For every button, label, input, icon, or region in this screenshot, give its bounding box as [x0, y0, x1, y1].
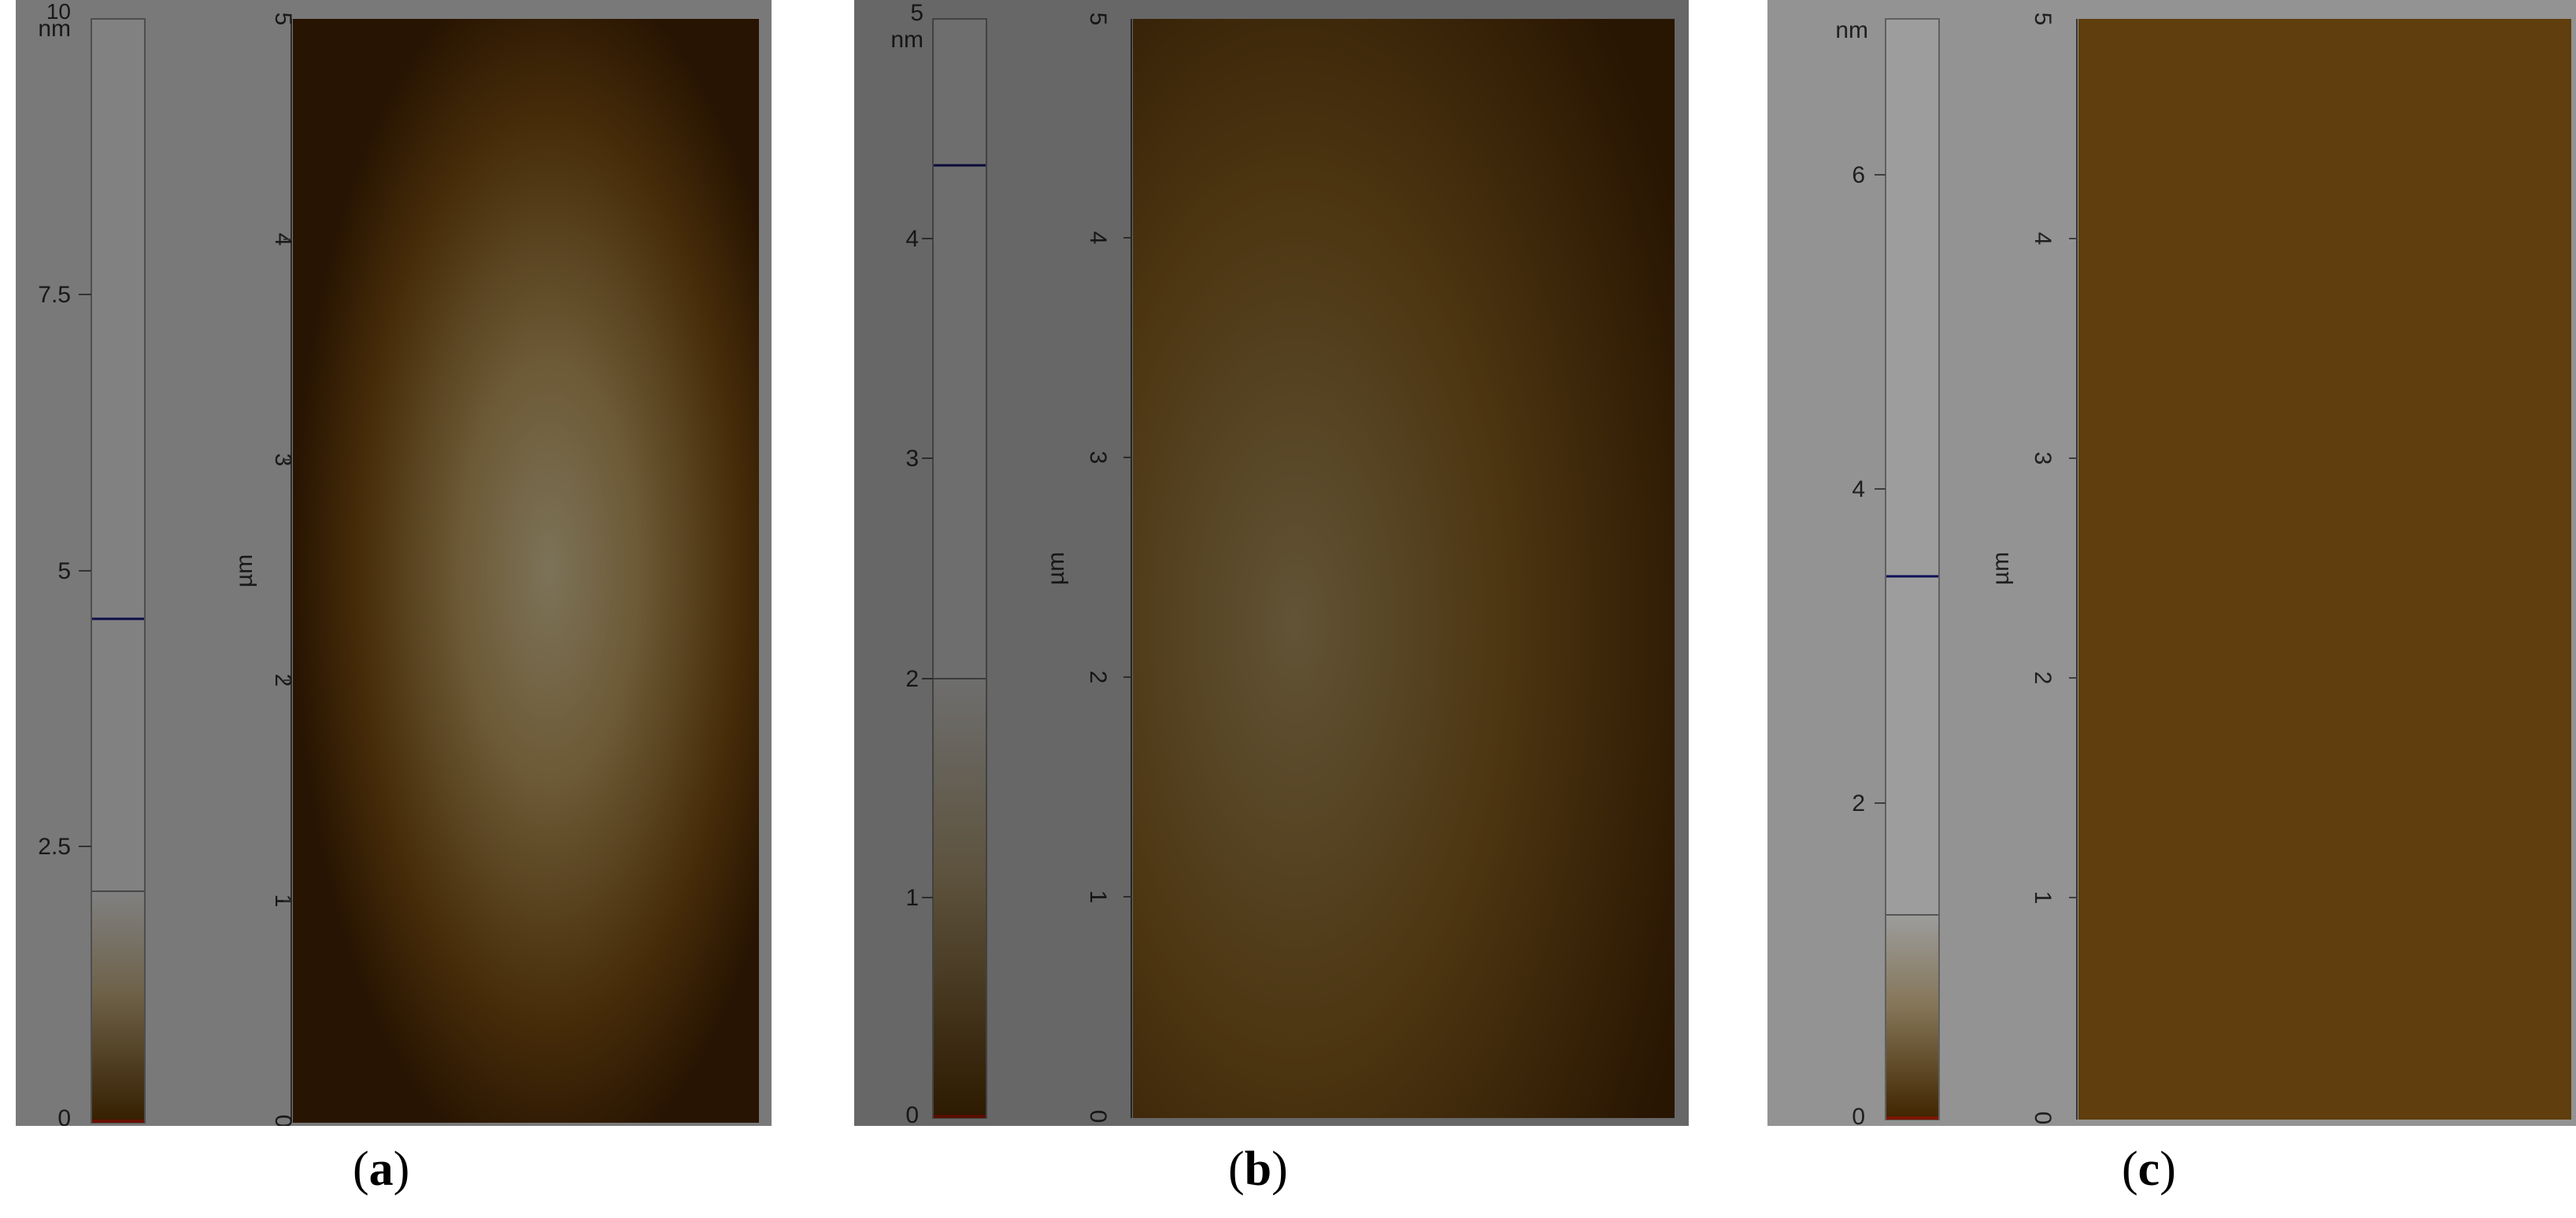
afm-height-map — [2078, 19, 2571, 1120]
axis-tick-label: 4 — [1085, 231, 1111, 245]
colorbar-tick-label: 4 — [905, 226, 919, 252]
colorbar — [932, 18, 987, 1119]
colorbar-tick-label: 10 — [46, 0, 71, 24]
axis-tick-label: 3 — [2030, 452, 2056, 465]
colorbar-tick-label: 0 — [905, 1102, 919, 1126]
caption-c: (c) — [2122, 1142, 2176, 1196]
colorbar-tick-label: 4 — [1852, 476, 1865, 502]
colorbar-ticks: 5 4 3 2 1 0 — [905, 0, 933, 1126]
axis-tick-label: 0 — [2030, 1112, 2056, 1125]
afm-height-map — [1133, 19, 1675, 1118]
axis-tick-label: 5 — [2030, 13, 2056, 26]
colorbar-unit: nm — [1835, 17, 1868, 43]
colorbar-tick-label: 1 — [905, 885, 919, 911]
colorbar-gradient — [1886, 915, 1938, 1118]
axis-tick-label: 3 — [270, 454, 296, 467]
axis-tick-label: 2 — [270, 674, 296, 687]
caption-letter: a — [368, 1142, 394, 1196]
panel-b-graphic: nm 5 4 3 2 1 0 0 1 2 3 4 5 — [854, 0, 1689, 1126]
colorbar — [1885, 18, 1940, 1120]
axis-tick-label: 2 — [2030, 672, 2056, 685]
axis-tick-label: 2 — [1085, 671, 1111, 684]
panel-a-graphic: nm 10 7.5 5 2.5 0 0 1 2 3 4 5 — [16, 0, 772, 1126]
caption-letter: b — [1244, 1142, 1272, 1196]
axis-unit: µm — [1043, 552, 1069, 585]
colorbar-tick-label: 5 — [57, 558, 71, 584]
colorbar-tick-label: 6 — [1852, 162, 1865, 188]
axis-tick-label: 1 — [270, 894, 296, 908]
panel-c-graphic: nm 6 4 2 0 0 1 2 3 4 5 µm — [1767, 0, 2576, 1126]
distance-axis: 0 1 2 3 4 5 µm — [1988, 13, 2078, 1125]
colorbar-unit: nm — [890, 27, 923, 53]
caption-a: (a) — [353, 1142, 410, 1196]
colorbar-tick-label: 0 — [1852, 1104, 1865, 1126]
caption-b: (b) — [1228, 1142, 1288, 1196]
axis-tick-label: 4 — [2030, 232, 2056, 246]
axis-tick-label: 5 — [1085, 13, 1111, 26]
colorbar-gradient — [92, 891, 144, 1122]
axis-tick-label: 3 — [1085, 451, 1111, 465]
colorbar-tick-label: 5 — [910, 0, 923, 26]
axis-tick-label: 1 — [1085, 890, 1111, 904]
axis-unit: µm — [1988, 552, 2014, 585]
colorbar-unit: nm — [38, 16, 71, 42]
colorbar-ticks: 10 7.5 5 2.5 0 — [38, 0, 91, 1126]
colorbar-tick-label: 2 — [1852, 790, 1865, 816]
axis-tick-label: 1 — [2030, 891, 2056, 905]
colorbar-gradient — [934, 679, 986, 1116]
axis-tick-label: 5 — [270, 13, 296, 26]
axis-unit: µm — [231, 554, 257, 587]
panel-c: nm 6 4 2 0 0 1 2 3 4 5 µm — [1767, 0, 2576, 1126]
colorbar-tick-label: 2 — [905, 666, 919, 692]
colorbar — [91, 18, 146, 1124]
distance-axis: 0 1 2 3 4 5 µm — [231, 13, 296, 1126]
colorbar-ticks: 6 4 2 0 — [1852, 162, 1886, 1126]
afm-height-map — [293, 19, 759, 1123]
colorbar-tick-label: 2.5 — [38, 834, 71, 860]
colorbar-tick-label: 0 — [57, 1105, 71, 1126]
colorbar-tick-label: 7.5 — [38, 282, 71, 308]
axis-tick-label: 0 — [270, 1115, 296, 1126]
axis-tick-label: 0 — [1085, 1110, 1111, 1124]
panel-a: nm 10 7.5 5 2.5 0 0 1 2 3 4 5 — [16, 0, 772, 1126]
colorbar-tick-label: 3 — [905, 446, 919, 472]
panel-b: nm 5 4 3 2 1 0 0 1 2 3 4 5 — [854, 0, 1689, 1126]
caption-letter: c — [2137, 1142, 2160, 1196]
distance-axis: 0 1 2 3 4 5 µm — [1043, 13, 1132, 1124]
axis-tick-label: 4 — [270, 233, 296, 246]
